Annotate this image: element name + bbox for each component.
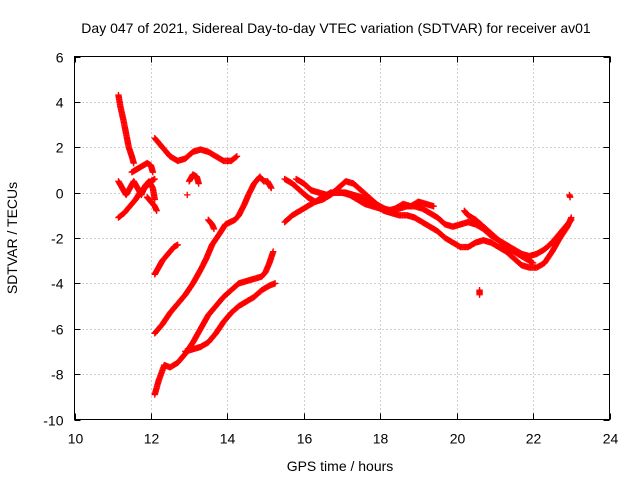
series-arc-19 [184,191,191,199]
series-arc-4 [128,159,157,176]
x-tick-label: 22 [526,431,542,447]
y-tick-label: -4 [51,276,64,292]
series-arc-6 [151,134,241,165]
series-arc-9 [151,173,275,337]
y-tick-label: -10 [43,413,63,429]
data-points [115,91,575,398]
data-point [233,153,241,160]
x-tick-label: 12 [144,431,160,447]
series-arc-14 [281,175,575,260]
x-tick-labels: 10 12 14 16 18 20 22 24 [68,431,619,447]
x-axis-label: GPS time / hours [287,458,394,474]
y-tick-label: 6 [56,50,64,66]
grid-lines [74,56,610,420]
data-point [476,291,483,298]
y-tick-label: 2 [56,140,64,156]
x-tick-label: 16 [297,431,313,447]
data-point [153,207,160,214]
series-arc-5 [143,193,160,214]
data-point [151,175,158,183]
series-arc-8 [151,241,181,278]
data-point [268,184,275,192]
x-tick-label: 20 [450,431,466,447]
data-point [271,280,279,287]
series-arc-3 [115,175,158,221]
data-point [566,193,574,201]
data-point [567,217,574,224]
data-point [149,169,157,176]
data-point [430,203,437,210]
series-arc-7 [185,171,202,187]
series-arc-18 [566,191,574,201]
data-point [151,196,158,203]
series-arc-10 [205,216,218,233]
series-arc-15 [292,175,437,214]
y-axis-label: SDTVAR / TECUs [4,182,20,294]
y-tick-label: -2 [51,231,64,247]
data-point [184,191,191,199]
y-tick-label: 4 [56,95,64,111]
data-point [210,225,218,233]
series-arc-17 [476,286,483,298]
x-tick-label: 24 [603,431,619,447]
data-point [232,153,240,161]
series-arc-12 [182,280,279,355]
y-tick-label: 0 [56,186,64,202]
y-tick-label: -6 [51,322,64,338]
chart-title: Day 047 of 2021, Sidereal Day-to-day VTE… [81,20,591,36]
data-point [174,241,181,249]
series-arc-1 [115,91,137,167]
x-tick-label: 14 [220,431,236,447]
data-point [130,159,137,167]
plot-frame [74,56,610,420]
y-tick-labels: -10 -8 -6 -4 -2 0 2 4 6 [43,50,63,429]
x-tick-label: 18 [373,431,389,447]
data-point [195,180,202,187]
tick-marks [74,56,611,421]
data-point [568,216,575,224]
data-point [270,248,277,255]
y-tick-label: -8 [51,367,64,383]
series-arc-11 [151,248,277,398]
series-arc-16 [461,207,537,267]
x-tick-label: 10 [68,431,84,447]
data-point [529,259,537,267]
